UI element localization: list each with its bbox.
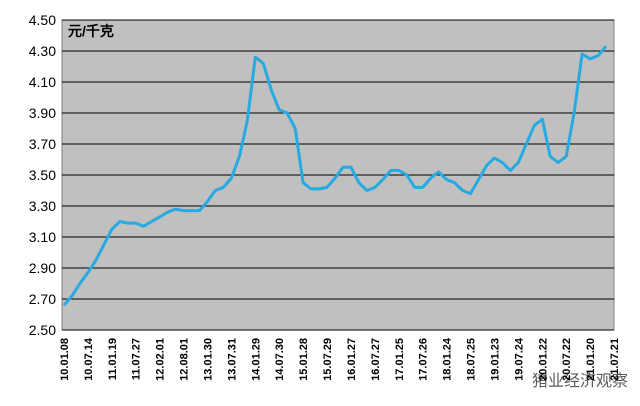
y-axis-label: 元/千克 (68, 23, 114, 39)
x-tick-label: 16.07.27 (370, 338, 382, 381)
x-tick-label: 18.07.25 (466, 338, 478, 381)
x-tick-label: 13.01.30 (202, 338, 214, 381)
x-tick-label: 15.01.28 (298, 338, 310, 381)
x-tick-label: 14.07.30 (274, 338, 286, 381)
y-tick-label: 4.10 (29, 74, 56, 90)
x-tick-label: 15.07.29 (322, 338, 334, 381)
x-tick-label: 10.07.14 (83, 337, 95, 381)
x-tick-label: 12.08.01 (179, 338, 191, 381)
watermark: 猪业经济观察 (532, 372, 628, 390)
x-tick-label: 13.07.31 (226, 338, 238, 381)
y-tick-label: 3.70 (29, 136, 56, 152)
y-tick-label: 2.70 (29, 291, 56, 307)
x-tick-label: 14.01.29 (250, 338, 262, 381)
x-tick-label: 19.07.24 (513, 337, 525, 381)
x-tick-label: 11.01.19 (107, 338, 119, 380)
y-tick-label: 3.30 (29, 198, 56, 214)
y-tick-label: 3.10 (29, 229, 56, 245)
x-tick-label: 11.07.27 (131, 338, 143, 380)
y-tick-label: 4.50 (29, 12, 56, 28)
y-tick-label: 2.90 (29, 260, 56, 276)
x-tick-label: 20.01.22 (537, 338, 549, 381)
x-tick-label: 16.01.27 (346, 338, 358, 381)
x-tick-label: 19.01.23 (489, 338, 501, 381)
x-tick-label: 17.01.25 (394, 338, 406, 381)
x-tick-label: 17.07.26 (418, 338, 430, 381)
x-tick-label: 18.01.24 (442, 337, 454, 381)
y-tick-label: 3.50 (29, 167, 56, 183)
x-tick-label: 21.07.21 (609, 338, 621, 381)
y-tick-label: 4.30 (29, 43, 56, 59)
x-tick-label: 21.01.20 (585, 338, 597, 381)
x-tick-label: 12.02.01 (155, 338, 167, 381)
x-tick-label: 10.01.08 (59, 338, 71, 381)
y-tick-label: 2.50 (29, 322, 56, 338)
y-tick-label: 3.90 (29, 105, 56, 121)
x-tick-label: 20.07.22 (561, 338, 573, 381)
line (62, 45, 608, 307)
